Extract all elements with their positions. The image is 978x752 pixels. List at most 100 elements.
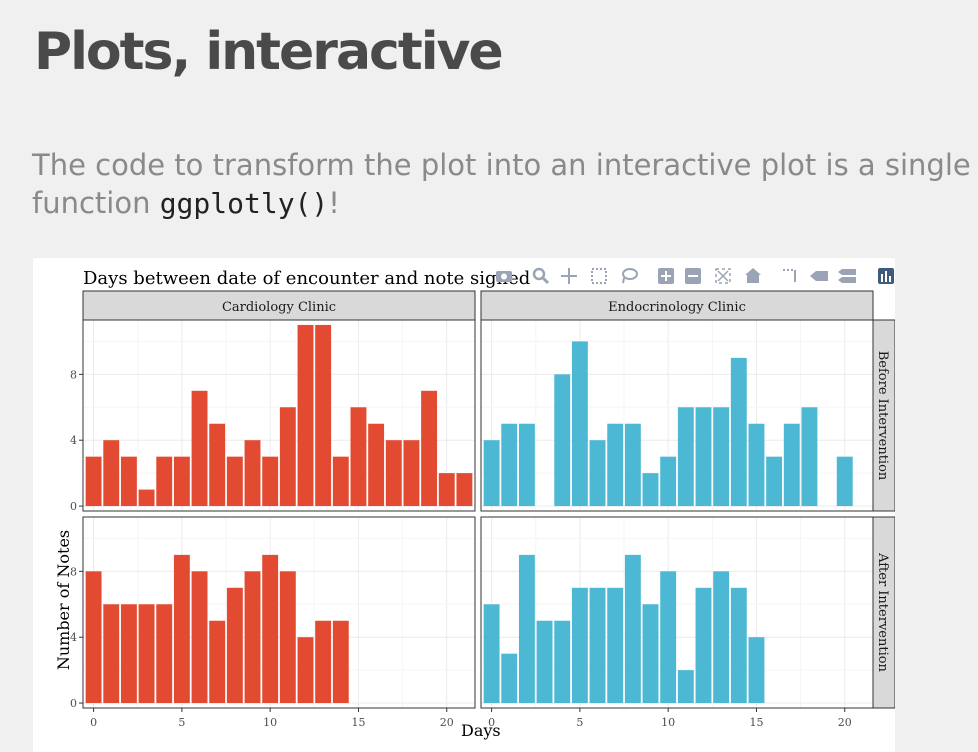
panel-border (480, 319, 874, 512)
facet-label-row: Before Intervention (875, 351, 890, 481)
bar (191, 390, 208, 507)
x-tick-label: 20 (440, 716, 454, 729)
body-text-end: ! (328, 186, 340, 220)
bar (156, 456, 173, 507)
zoom-plus (665, 271, 667, 281)
bar (607, 423, 624, 507)
bar (385, 440, 402, 507)
autoscale-icon[interactable] (715, 268, 731, 284)
y-tick-label: 8 (70, 368, 77, 381)
bar (403, 440, 420, 507)
bar (748, 637, 765, 704)
body-text-start: The code to transform the plot into an i… (32, 148, 971, 220)
plotly-logo-icon[interactable] (878, 268, 894, 284)
zoom-in-icon[interactable] (658, 268, 674, 284)
plotly-chart-container[interactable]: Days between date of encounter and note … (33, 258, 895, 752)
lasso-select-icon[interactable] (622, 268, 638, 284)
bar (315, 620, 332, 704)
bar (713, 407, 730, 507)
bar (730, 357, 747, 507)
bar (297, 324, 314, 507)
bar (766, 456, 783, 507)
chart-title: Days between date of encounter and note … (83, 268, 530, 289)
x-tick-label: 10 (263, 716, 277, 729)
bar (85, 456, 102, 507)
x-tick-label: 5 (178, 716, 185, 729)
bar (209, 620, 226, 704)
bar (173, 456, 190, 507)
x-tick-label: 5 (576, 716, 583, 729)
bar (103, 440, 120, 507)
camera-icon[interactable] (496, 271, 512, 282)
plotly-modebar (496, 267, 894, 285)
bar (262, 554, 279, 704)
bar (279, 407, 296, 507)
bar (209, 423, 226, 507)
x-tick-label: 0 (488, 716, 495, 729)
bar (483, 440, 500, 507)
lasso-tail (622, 277, 625, 284)
bar (156, 604, 173, 704)
facet-strip-column (480, 290, 874, 321)
panel-border (480, 516, 874, 709)
bar (368, 423, 385, 507)
hover-closest-icon[interactable] (810, 271, 828, 281)
bar (624, 423, 641, 507)
spike-lines-icon[interactable] (783, 269, 796, 282)
hover-compare-icon[interactable] (838, 269, 856, 283)
bar (173, 554, 190, 704)
bar (695, 407, 712, 507)
facet-strip-column (82, 290, 476, 321)
camera-lens (501, 273, 507, 280)
bar (315, 324, 332, 507)
bar (518, 554, 535, 704)
zoom-handle (541, 276, 550, 285)
bar (191, 571, 208, 704)
bar (554, 620, 571, 704)
hover-tag-bottom (838, 277, 856, 283)
facet-label-column: Cardiology Clinic (222, 300, 336, 315)
bar (226, 456, 243, 507)
bar (85, 571, 102, 704)
y-tick-label: 8 (70, 565, 77, 578)
bar (120, 604, 137, 704)
panel-border (82, 516, 476, 709)
plotly-logo-bar (885, 271, 887, 282)
zoom-icon[interactable] (532, 267, 550, 285)
bar (571, 587, 588, 704)
bar (501, 423, 518, 507)
bar (438, 473, 455, 507)
bar (279, 571, 296, 704)
bar (332, 620, 349, 704)
bar (421, 390, 438, 507)
code-snippet: ggplotly() (159, 187, 329, 220)
slide-body-text: The code to transform the plot into an i… (32, 146, 972, 223)
x-tick-label: 15 (351, 716, 365, 729)
y-tick-label: 4 (70, 631, 77, 644)
bar (660, 571, 677, 704)
zoom-glass (532, 267, 546, 281)
bar (244, 571, 261, 704)
lasso-loop (622, 268, 638, 280)
bar (138, 604, 155, 704)
facet-label-column: Endocrinology Clinic (608, 300, 746, 315)
bar (624, 554, 641, 704)
x-axis-label: Days (461, 721, 501, 740)
slide-title: Plots, interactive (34, 22, 504, 82)
y-axis-label: Number of Notes (54, 530, 73, 670)
zoom-out-icon[interactable] (685, 268, 701, 284)
bar (456, 473, 473, 507)
x-tick-label: 0 (90, 716, 97, 729)
box-select-icon[interactable] (591, 268, 607, 284)
bar (103, 604, 120, 704)
y-tick-label: 0 (70, 500, 77, 513)
bar (536, 620, 553, 704)
reset-axes-icon[interactable] (745, 268, 761, 283)
pan-icon[interactable] (561, 268, 577, 284)
home-shape (745, 268, 761, 283)
bar (801, 407, 818, 507)
faceted-bar-chart[interactable]: Days between date of encounter and note … (33, 258, 895, 752)
bar (571, 341, 588, 507)
bar (120, 456, 137, 507)
autoscale-diag (717, 270, 729, 282)
